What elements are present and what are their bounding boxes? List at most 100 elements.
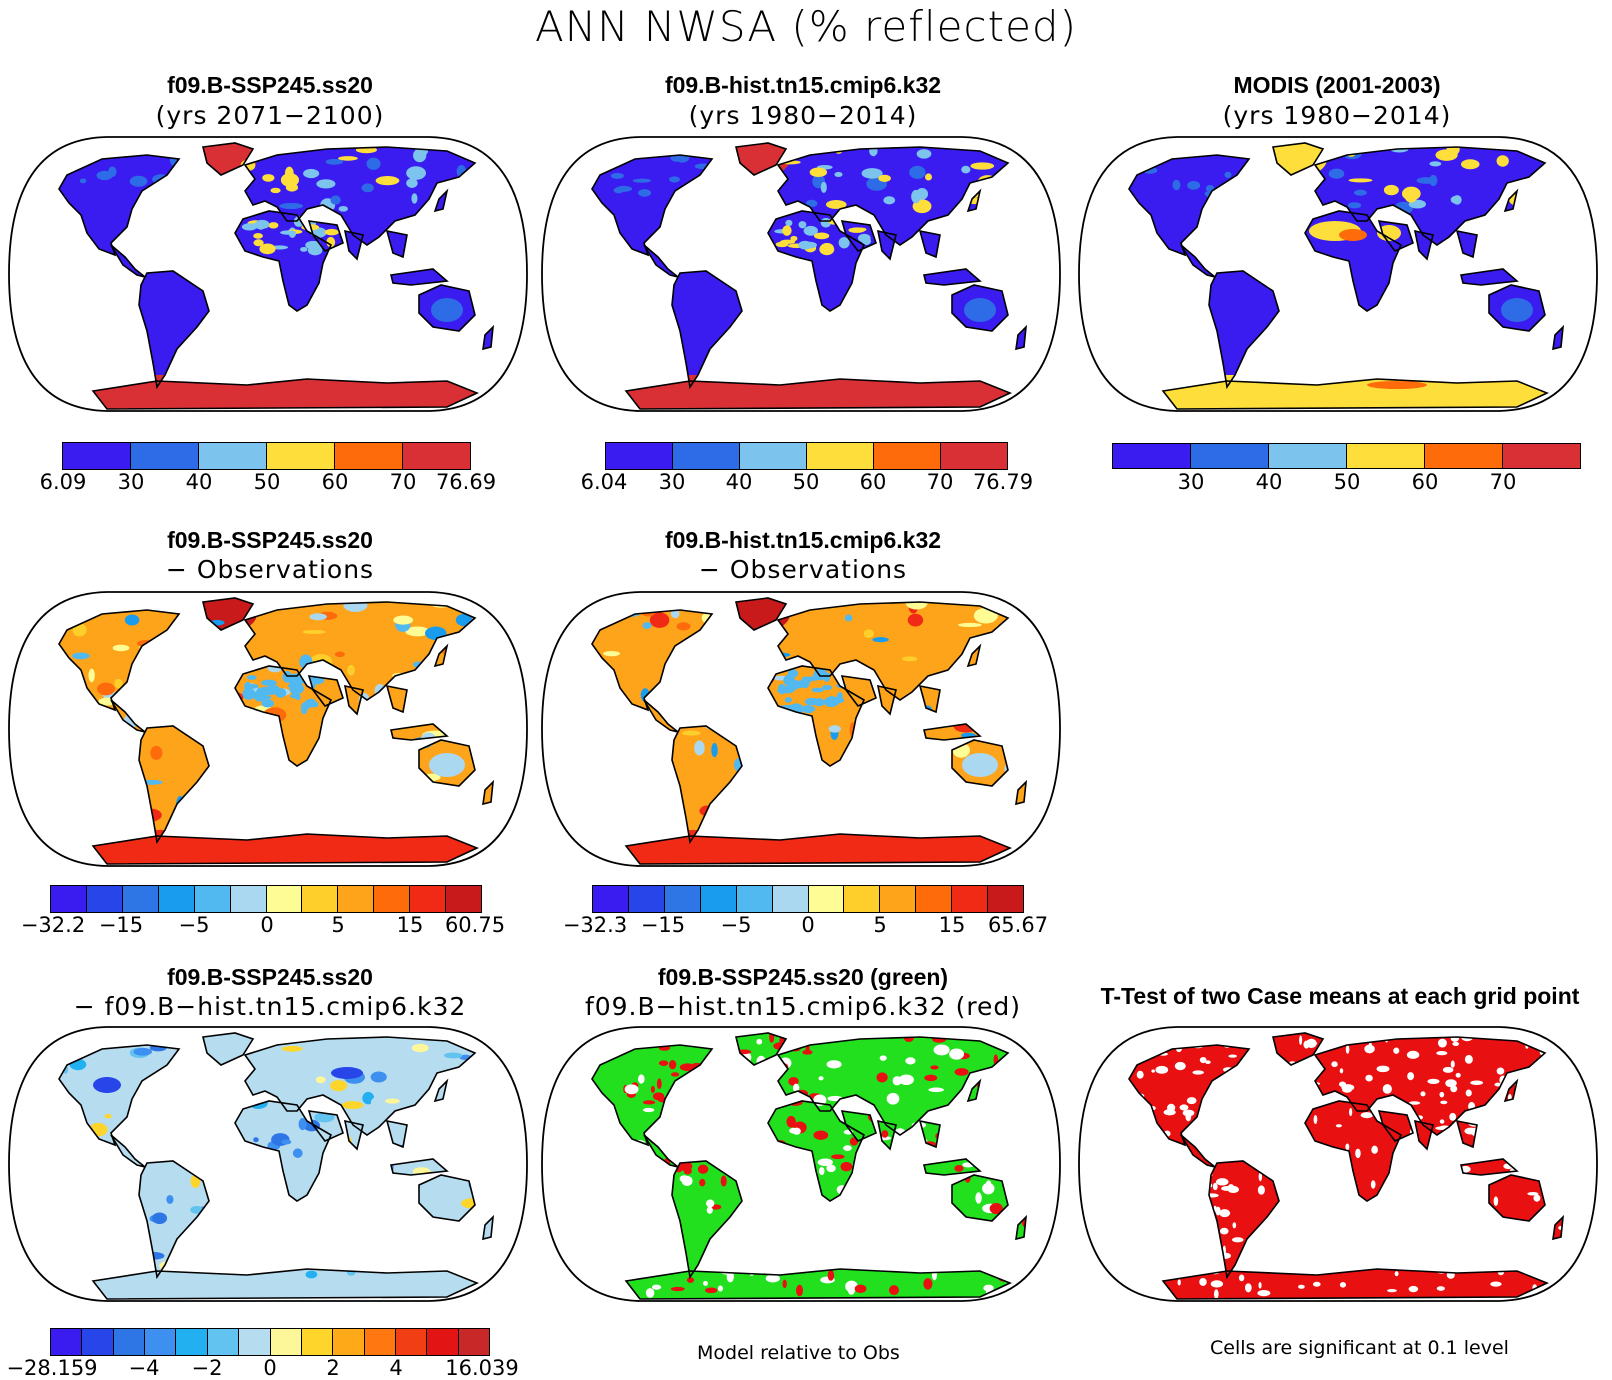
coastline-india xyxy=(876,1119,897,1151)
colorbar-1-tick: 6.09 xyxy=(39,470,87,494)
colorbar-4-tick: −32.2 xyxy=(20,913,86,937)
coastline-greenland xyxy=(202,1032,255,1066)
coastline-japan xyxy=(966,188,982,213)
coastline-arabia xyxy=(840,675,877,707)
colorbar-swatch xyxy=(736,886,773,912)
map-panel-8 xyxy=(1078,1026,1598,1302)
coastline-eurasia xyxy=(243,601,477,701)
colorbar-swatch xyxy=(230,886,267,912)
map-panel-2 xyxy=(541,136,1061,412)
coastline-southAmerica xyxy=(138,270,210,390)
panel-5-title: f09.B-hist.tn15.cmip6.k32 xyxy=(664,527,942,553)
coastline-arabia xyxy=(307,675,344,707)
coastline-australia xyxy=(1488,1174,1546,1222)
coastline-indonesia xyxy=(923,1158,982,1176)
colorbar-6-tick: 0 xyxy=(263,1356,277,1380)
colorbar-3 xyxy=(1112,443,1581,469)
colorbar-1-tick: 40 xyxy=(185,470,213,494)
coastline-northAmerica xyxy=(58,154,181,257)
colorbar-swatch xyxy=(740,443,807,469)
coastline-indonesia xyxy=(1460,1158,1519,1176)
coastline-northAmerica xyxy=(58,609,181,712)
colorbar-swatch xyxy=(338,886,375,912)
coastline-northAmerica xyxy=(591,609,714,712)
colorbar-swatch xyxy=(301,1329,334,1355)
colorbar-swatch xyxy=(593,886,629,912)
colorbar-5-tick: 0 xyxy=(801,913,815,937)
colorbar-swatch xyxy=(628,886,665,912)
colorbar-3-tick: 60 xyxy=(1411,470,1439,494)
coastline-eurasia xyxy=(776,146,1010,246)
panel-6-title: f09.B-SSP245.ss20 xyxy=(167,964,373,990)
colorbar-swatch xyxy=(207,1329,240,1355)
coastline-northAmerica xyxy=(591,1044,714,1147)
colorbar-swatch xyxy=(302,886,339,912)
coastline-northAmerica xyxy=(1128,1044,1251,1147)
colorbar-5-tick: −5 xyxy=(720,913,752,937)
colorbar-1-tick: 50 xyxy=(253,470,281,494)
coastline-nz xyxy=(1015,779,1028,806)
map-panel-6 xyxy=(8,1026,528,1302)
coastline-japan xyxy=(433,643,449,668)
coastline-nz xyxy=(482,779,495,806)
panel-2-title: f09.B-hist.tn15.cmip6.k32 xyxy=(664,72,942,98)
coastline-southAmerica xyxy=(671,270,743,390)
colorbar-6-tick: −2 xyxy=(191,1356,223,1380)
panel-1-title: f09.B-SSP245.ss20 xyxy=(167,72,373,98)
colorbar-swatch xyxy=(131,443,199,469)
panel-7-subtitle: f09.B−hist.tn15.cmip6.k32 (red) xyxy=(584,992,1022,1021)
colorbar-5-tick: 65.67 xyxy=(987,913,1049,937)
colorbar-swatch xyxy=(395,1329,428,1355)
coastline-eurasia xyxy=(243,1036,477,1136)
coastline-antarctica xyxy=(91,833,480,865)
colorbar-swatch xyxy=(941,443,1007,469)
coastline-africa xyxy=(234,1100,333,1202)
coastline-eurasia xyxy=(776,601,1010,701)
colorbar-swatch xyxy=(606,443,673,469)
coastline-arabia xyxy=(1377,220,1414,252)
colorbar-6-tick: 16.039 xyxy=(445,1356,519,1380)
colorbar-swatch xyxy=(374,886,411,912)
coastline-southAmerica xyxy=(1208,1160,1280,1280)
coastline-eurasia xyxy=(1313,1036,1547,1136)
colorbar-4-tick: 0 xyxy=(260,913,274,937)
coastline-antarctica xyxy=(91,378,480,410)
panel-4-subtitle: − Observations xyxy=(165,555,375,584)
coastline-seAsia xyxy=(918,229,941,259)
coastline-seAsia xyxy=(1455,229,1478,259)
coastline-australia xyxy=(418,739,476,787)
map-panel-3 xyxy=(1078,136,1598,412)
coastline-australia xyxy=(951,1174,1009,1222)
colorbar-4 xyxy=(50,885,482,913)
coastline-india xyxy=(1413,229,1434,261)
footnote-significance: Cells are significant at 0.1 level xyxy=(1210,1337,1509,1359)
coastline-northAmerica xyxy=(58,1044,181,1147)
coastline-indonesia xyxy=(390,723,449,741)
coastline-greenland xyxy=(1272,142,1325,176)
coastline-japan xyxy=(433,1078,449,1103)
colorbar-2-tick: 70 xyxy=(926,470,954,494)
coastline-eurasia xyxy=(1313,146,1547,246)
colorbar-swatch xyxy=(239,1329,271,1355)
colorbar-swatch xyxy=(988,886,1024,912)
coastline-antarctica xyxy=(1161,378,1550,410)
coastline-australia xyxy=(418,1174,476,1222)
panel-2-subtitle: (yrs 1980−2014) xyxy=(688,101,918,130)
map-panel-7 xyxy=(541,1026,1061,1302)
colorbar-1-tick: 60 xyxy=(321,470,349,494)
colorbar-swatch xyxy=(158,886,195,912)
coastline-nz xyxy=(1015,324,1028,351)
colorbar-swatch xyxy=(266,886,303,912)
footnote-model-relative: Model relative to Obs xyxy=(697,1342,900,1364)
colorbar-4-tick: −15 xyxy=(98,913,144,937)
colorbar-swatch xyxy=(270,1329,302,1355)
coastline-antarctica xyxy=(624,378,1013,410)
colorbar-3-tick: 50 xyxy=(1333,470,1361,494)
panel-1-subtitle: (yrs 2071−2100) xyxy=(155,101,385,130)
colorbar-swatch xyxy=(403,443,470,469)
colorbar-swatch xyxy=(1503,444,1580,468)
coastline-nz xyxy=(1552,324,1565,351)
colorbar-2-tick: 50 xyxy=(792,470,820,494)
coastline-india xyxy=(343,1119,364,1151)
colorbar-6-tick: −4 xyxy=(128,1356,160,1380)
